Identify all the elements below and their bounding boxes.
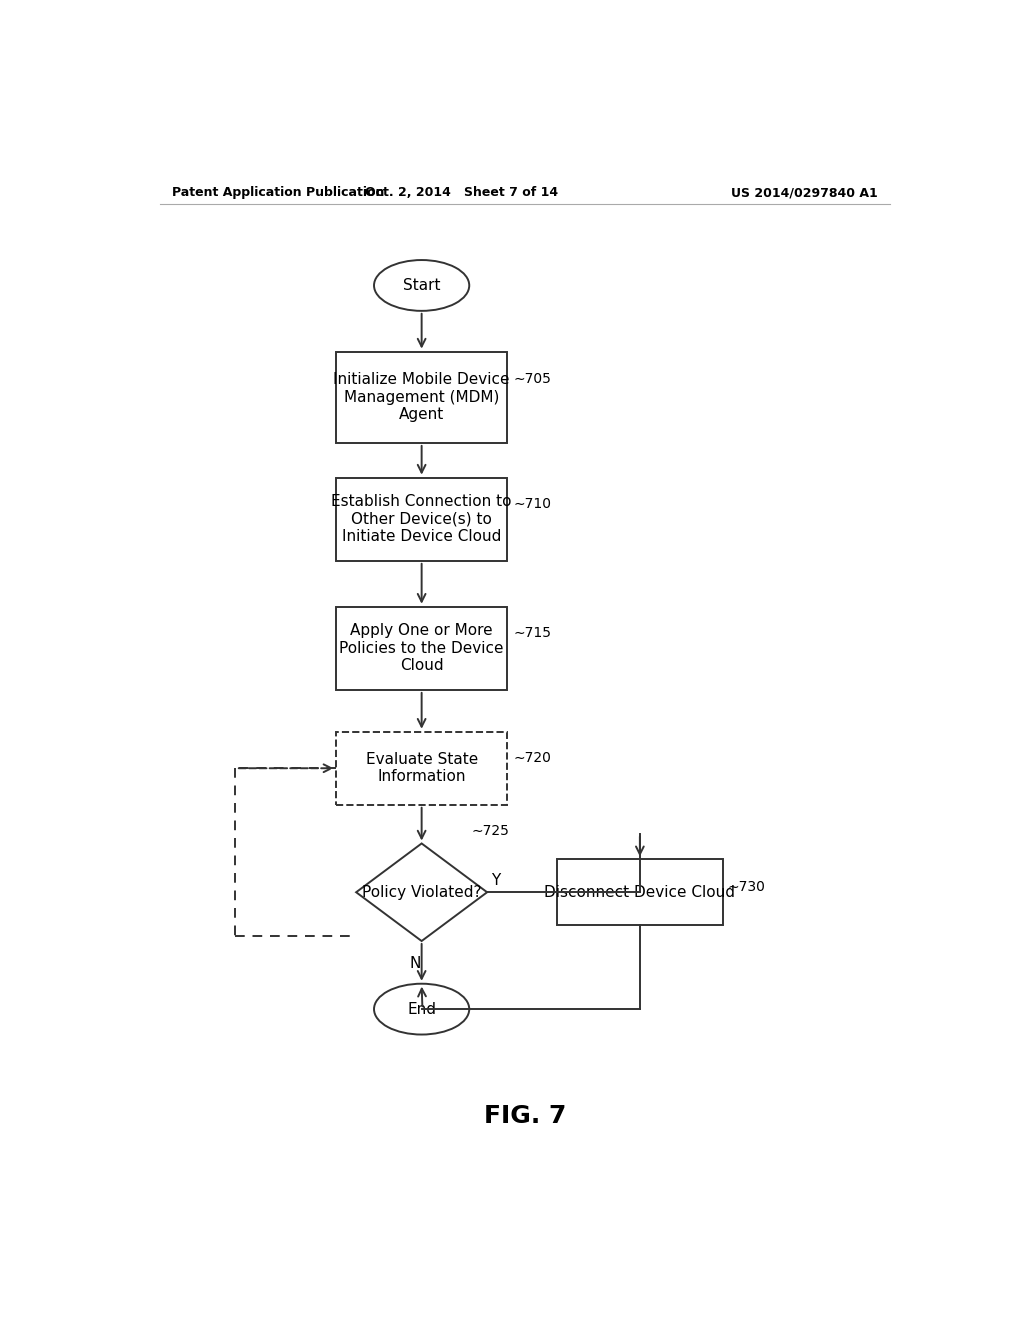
Text: Policy Violated?: Policy Violated? — [361, 884, 481, 900]
Bar — [336, 731, 507, 805]
Text: Start: Start — [402, 279, 440, 293]
Text: ∼710: ∼710 — [513, 496, 551, 511]
Text: Oct. 2, 2014   Sheet 7 of 14: Oct. 2, 2014 Sheet 7 of 14 — [365, 186, 558, 199]
Text: ∼705: ∼705 — [513, 372, 551, 385]
Text: Patent Application Publication: Patent Application Publication — [172, 186, 384, 199]
Ellipse shape — [374, 983, 469, 1035]
Text: ∼715: ∼715 — [513, 626, 551, 640]
Bar — [336, 351, 507, 444]
Bar — [336, 478, 507, 561]
Bar — [557, 859, 723, 925]
Text: ∼730: ∼730 — [727, 880, 765, 894]
Ellipse shape — [374, 260, 469, 312]
Text: End: End — [408, 1002, 436, 1016]
Text: Establish Connection to
Other Device(s) to
Initiate Device Cloud: Establish Connection to Other Device(s) … — [332, 494, 512, 544]
Text: Y: Y — [492, 873, 501, 887]
Text: Evaluate State
Information: Evaluate State Information — [366, 752, 478, 784]
Text: FIG. 7: FIG. 7 — [483, 1104, 566, 1127]
Text: Initialize Mobile Device
Management (MDM)
Agent: Initialize Mobile Device Management (MDM… — [334, 372, 510, 422]
Text: Apply One or More
Policies to the Device
Cloud: Apply One or More Policies to the Device… — [339, 623, 504, 673]
Text: N: N — [410, 956, 421, 972]
Text: ∼720: ∼720 — [513, 751, 551, 766]
Text: US 2014/0297840 A1: US 2014/0297840 A1 — [731, 186, 878, 199]
Bar — [336, 607, 507, 690]
Text: ∼725: ∼725 — [471, 825, 509, 838]
Text: Disconnect Device Cloud: Disconnect Device Cloud — [545, 884, 735, 900]
Polygon shape — [356, 843, 487, 941]
